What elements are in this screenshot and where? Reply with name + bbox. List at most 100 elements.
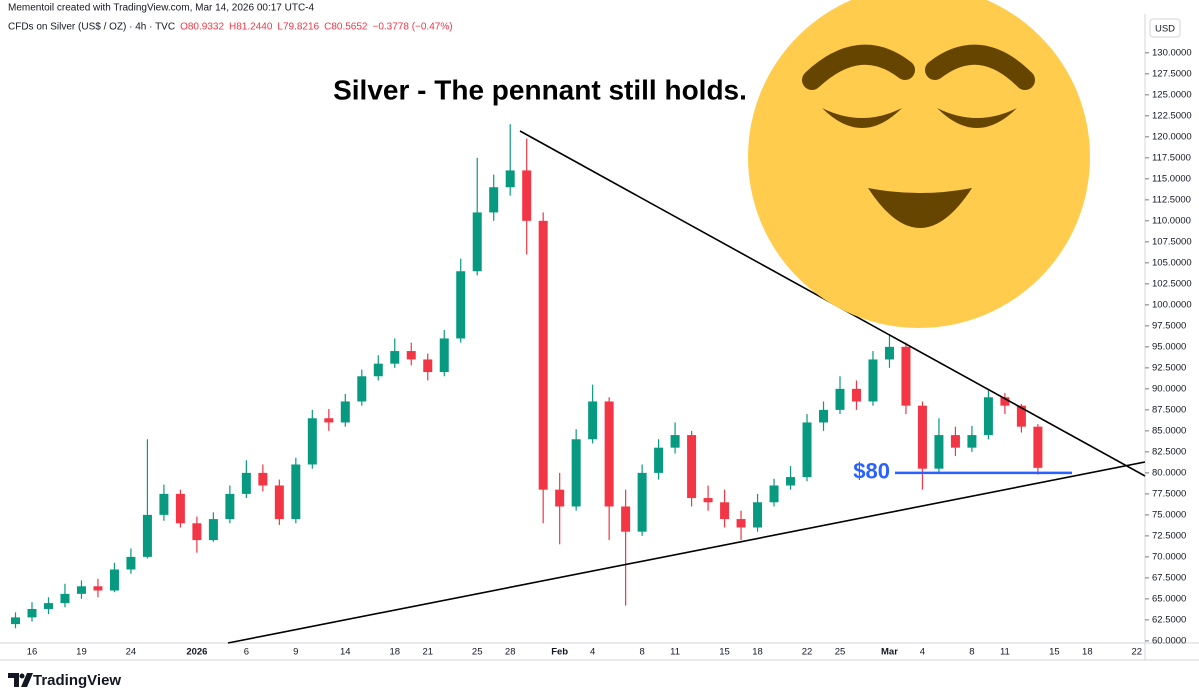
y-tick-label: 122.5000 — [1152, 110, 1192, 121]
candle-body — [604, 401, 614, 507]
y-tick-label: 87.5000 — [1152, 404, 1186, 415]
ohlc-low: L79.8216 — [277, 22, 319, 33]
x-tick-label: 19 — [76, 647, 87, 658]
y-tick-label: 120.0000 — [1152, 131, 1192, 142]
y-tick-label: 77.5000 — [1152, 488, 1186, 499]
y-tick-label: 67.5000 — [1152, 572, 1186, 583]
price-level-label: $80 — [853, 459, 890, 484]
candle-body — [175, 493, 185, 524]
candle-body — [555, 489, 565, 507]
candle-body — [60, 593, 70, 604]
candle-body — [390, 351, 400, 364]
x-tick-label: 28 — [505, 647, 516, 658]
candle-body — [571, 439, 581, 507]
candle-body — [93, 586, 103, 591]
candle-body — [11, 617, 20, 625]
y-tick-label: 90.0000 — [1152, 383, 1186, 394]
y-tick-label: 80.0000 — [1152, 467, 1186, 478]
ohlc-high: H81.2440 — [229, 22, 273, 33]
symbol: CFDs on Silver (US$ / OZ) · 4h · TVC — [8, 22, 175, 33]
x-tick-label: 18 — [1082, 647, 1093, 658]
candle-body — [950, 435, 960, 448]
x-tick-label: 18 — [752, 647, 763, 658]
candle-body — [802, 422, 812, 478]
candle-body — [208, 519, 218, 541]
emoji — [748, 0, 1090, 328]
ohlc-close: C80.5652 — [324, 22, 368, 33]
candle-body — [192, 523, 202, 541]
x-tick-label: 24 — [126, 647, 137, 658]
y-tick-label: 107.5000 — [1152, 236, 1192, 247]
candle-body — [505, 170, 515, 188]
candle-body — [423, 359, 433, 373]
chart-title: Silver - The pennant still holds. — [333, 74, 747, 105]
y-tick-label: 70.0000 — [1152, 551, 1186, 562]
x-tick-label: 8 — [969, 647, 974, 658]
candle-body — [159, 493, 169, 515]
currency-box[interactable] — [1149, 18, 1181, 38]
candle-body — [241, 472, 251, 494]
x-tick-label: Feb — [551, 647, 568, 658]
candle-body — [819, 409, 829, 423]
candle-body — [142, 514, 152, 557]
y-tick-label: 112.5000 — [1152, 194, 1191, 205]
y-tick-label: 75.0000 — [1152, 509, 1186, 520]
candle-body — [654, 447, 664, 473]
candle-body — [357, 376, 367, 402]
y-tick-label: 127.5000 — [1152, 68, 1192, 79]
candle-body — [736, 519, 746, 528]
x-tick-label: 6 — [244, 647, 249, 658]
x-tick-label: 22 — [1132, 647, 1143, 658]
candle-body — [786, 477, 796, 486]
candle-body — [769, 485, 779, 503]
candle-body — [1016, 405, 1026, 427]
candle-body — [983, 397, 993, 436]
x-tick-label: 25 — [835, 647, 846, 658]
candle-body — [720, 502, 730, 520]
brand: TradingView — [8, 672, 121, 689]
candle-body — [27, 608, 37, 618]
candle-body — [43, 603, 53, 609]
x-tick-label: Mar — [881, 647, 898, 658]
y-tick-label: 105.0000 — [1152, 257, 1192, 268]
y-tick-label: 97.5000 — [1152, 320, 1186, 331]
candle-body — [1000, 397, 1010, 406]
candle-body — [291, 464, 301, 520]
y-tick-label: 82.5000 — [1152, 446, 1186, 457]
candle-body — [489, 187, 499, 213]
candle-body — [851, 388, 861, 402]
y-tick-label: 130.0000 — [1152, 47, 1192, 58]
y-tick-label: 92.5000 — [1152, 362, 1186, 373]
x-tick-label: 21 — [422, 647, 433, 658]
candle-body — [687, 435, 697, 499]
candle-body — [917, 405, 927, 469]
x-tick-label: 9 — [293, 647, 298, 658]
x-tick-label: 18 — [389, 647, 400, 658]
candle-body — [835, 388, 845, 410]
candle-body — [76, 586, 86, 594]
y-tick-label: 125.0000 — [1152, 89, 1192, 100]
candle-body — [126, 556, 136, 570]
candle-body — [109, 569, 119, 591]
x-tick-label: 4 — [920, 647, 925, 658]
x-tick-label: 14 — [340, 647, 351, 658]
candle-body — [901, 346, 911, 406]
candle-body — [588, 401, 598, 440]
candle-body — [538, 220, 548, 490]
x-tick-label: 15 — [1049, 647, 1060, 658]
y-tick-label: 62.5000 — [1152, 614, 1186, 625]
x-tick-label: 2026 — [186, 647, 207, 658]
candle-body — [967, 435, 977, 448]
y-tick-label: 102.5000 — [1152, 278, 1192, 289]
candle-body — [225, 493, 235, 520]
plot — [11, 124, 1043, 629]
x-tick-label: 11 — [1000, 647, 1010, 658]
x-tick-label: 25 — [472, 647, 483, 658]
x-tick-label: 15 — [719, 647, 730, 658]
candle-body — [522, 170, 532, 221]
brand-name: TradingView — [33, 672, 121, 689]
candle-body — [703, 498, 713, 503]
candle-body — [621, 506, 631, 532]
candle-body — [1033, 426, 1043, 468]
ohlc-open: O80.9332 — [180, 22, 224, 33]
